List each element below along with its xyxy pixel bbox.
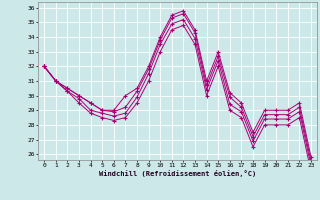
X-axis label: Windchill (Refroidissement éolien,°C): Windchill (Refroidissement éolien,°C) [99, 170, 256, 177]
